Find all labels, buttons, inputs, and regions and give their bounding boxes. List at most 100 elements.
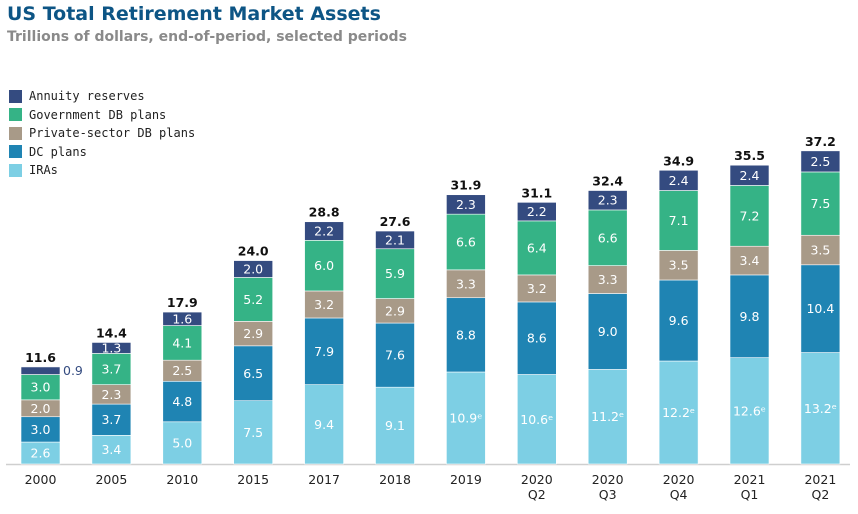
legend-item-annuity-reserves: Annuity reserves: [9, 87, 195, 106]
bar-segment-government-db-plans: [20, 374, 61, 401]
segment-label: 3.5: [810, 243, 830, 258]
bar-segment-annuity-reserves: [304, 221, 344, 241]
chart-subtitle: Trillions of dollars, end-of-period, sel…: [7, 29, 407, 45]
bar-segment-dc-plans: [800, 264, 841, 353]
bar-segment-annuity-reserves: [233, 260, 273, 278]
segment-label: 3.7: [101, 362, 121, 377]
bar-segment-dc-plans: [446, 297, 486, 373]
total-label: 31.1: [521, 185, 552, 200]
legend-item-iras: IRAs: [9, 161, 195, 180]
legend-swatch: [9, 163, 22, 177]
segment-label: 2.6: [31, 446, 51, 461]
bar-segment-iras: [800, 352, 841, 465]
segment-label: 1.6: [172, 311, 192, 326]
segment-label: 2.5: [172, 363, 192, 378]
segment-label: 10.9ᵉ: [449, 410, 482, 425]
segment-label: 9.4: [314, 417, 334, 432]
bar-segment-government-db-plans: [516, 220, 557, 276]
bar-segment-dc-plans: [729, 274, 770, 358]
segment-label: 7.2: [740, 208, 760, 223]
bar-segment-annuity-reserves: [800, 150, 841, 173]
segment-label: 1.3: [101, 340, 121, 355]
bar-segment-private-sector-db-plans: [658, 250, 699, 281]
x-tick-label: Q1: [741, 487, 759, 502]
bar-segment-iras: [304, 384, 344, 465]
segment-label: 3.0: [31, 380, 51, 395]
bar-segment-private-sector-db-plans: [800, 234, 841, 266]
segment-label: 3.5: [669, 258, 689, 273]
x-tick-label: Q2: [528, 487, 546, 502]
x-tick-label: 2020: [592, 472, 624, 487]
segment-label: 4.1: [172, 335, 192, 350]
x-tick-label: Q3: [599, 487, 617, 502]
x-tick-label: 2015: [237, 472, 269, 487]
segment-label: 7.5: [243, 425, 263, 440]
legend-swatch: [9, 145, 22, 159]
bar-segment-dc-plans: [91, 403, 132, 436]
bar-segment-private-sector-db-plans: [304, 290, 344, 319]
x-tick-label: 2021: [734, 472, 766, 487]
segment-label: 5.9: [385, 266, 405, 281]
segment-label: 7.1: [669, 213, 689, 228]
bar-segment-private-sector-db-plans: [375, 298, 415, 324]
bar-segment-annuity-reserves: [162, 311, 203, 326]
x-tick-label: 2000: [25, 472, 57, 487]
segment-label: 6.0: [314, 258, 334, 273]
bar-segment-dc-plans: [233, 345, 273, 401]
x-tick-label: 2020: [663, 472, 695, 487]
x-tick-label: Q2: [812, 487, 830, 502]
bar-segment-government-db-plans: [800, 171, 841, 236]
bar-segment-annuity-reserves: [729, 164, 770, 186]
segment-label: 3.3: [598, 272, 618, 287]
x-tick-label: 2018: [379, 472, 411, 487]
segment-label: 3.0: [31, 422, 51, 437]
bar-segment-iras: [91, 435, 132, 465]
segment-label: 9.1: [385, 418, 405, 433]
bar-segment-government-db-plans: [375, 248, 415, 299]
segment-label: 10.6ᵉ: [520, 412, 553, 427]
bar-segment-iras: [162, 421, 203, 465]
legend-item-government-db: Government DB plans: [9, 106, 195, 125]
segment-label: 6.4: [527, 240, 547, 255]
legend-label: IRAs: [29, 163, 58, 178]
legend-swatch: [9, 108, 22, 122]
segment-label: 8.8: [456, 327, 476, 342]
total-label: 27.6: [380, 214, 411, 229]
segment-label: 2.3: [101, 387, 121, 402]
bar-segment-government-db-plans: [729, 185, 770, 247]
segment-label: 2.9: [385, 303, 405, 318]
total-label: 32.4: [592, 174, 623, 189]
total-label: 35.5: [734, 148, 765, 163]
legend-label: Private-sector DB plans: [29, 126, 196, 141]
total-label: 24.0: [238, 244, 269, 259]
bar-segment-government-db-plans: [658, 190, 699, 251]
segment-label: 7.5: [810, 196, 830, 211]
segment-label: 2.9: [243, 326, 263, 341]
bar-segment-private-sector-db-plans: [516, 274, 557, 303]
legend-swatch: [9, 126, 22, 140]
segment-label: 6.6: [598, 230, 618, 245]
bar-segment-private-sector-db-plans: [446, 269, 486, 299]
segment-label: 2.2: [314, 224, 334, 239]
segment-label: 5.0: [172, 435, 192, 450]
segment-label: 9.0: [598, 324, 618, 339]
bar-segment-government-db-plans: [446, 213, 486, 271]
legend-label: Government DB plans: [29, 107, 167, 122]
segment-label: 7.9: [314, 344, 334, 359]
segment-label: 9.6: [669, 313, 689, 328]
legend-item-private-db: Private-sector DB plans: [9, 124, 195, 143]
bar-segment-dc-plans: [304, 317, 344, 385]
segment-label: 6.6: [456, 235, 476, 250]
bar-segment-government-db-plans: [91, 353, 132, 385]
bar-segment-dc-plans: [375, 322, 415, 388]
x-tick-label: 2017: [308, 472, 340, 487]
segment-label: 0.9: [63, 363, 83, 378]
total-label: 31.9: [450, 178, 481, 193]
bar-segment-annuity-reserves: [20, 366, 61, 375]
segment-label: 13.2ᵉ: [804, 401, 837, 416]
total-label: 37.2: [805, 134, 836, 149]
x-tick-label: 2010: [166, 472, 198, 487]
segment-label: 7.6: [385, 348, 405, 363]
legend: Annuity reserves Government DB plans Pri…: [9, 87, 195, 180]
